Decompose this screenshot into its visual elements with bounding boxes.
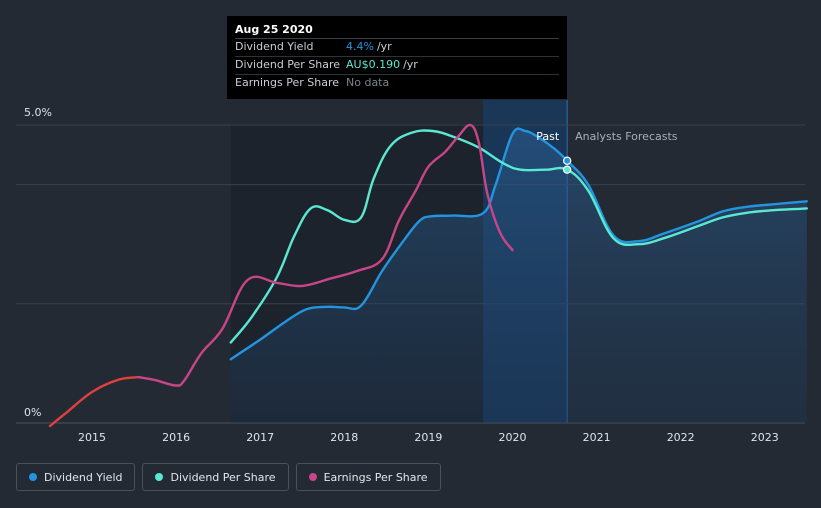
tooltip-value: AU$0.190 <box>346 58 401 71</box>
x-tick-label: 2018 <box>330 431 358 444</box>
tooltip-label: Dividend Yield <box>235 40 314 53</box>
x-tick-label: 2020 <box>499 431 527 444</box>
x-tick-label: 2017 <box>246 431 274 444</box>
forecast-label: Analysts Forecasts <box>575 130 678 143</box>
x-tick-label: 2022 <box>667 431 695 444</box>
earnings-per-share-line <box>137 123 514 387</box>
legend-item-dividend-per-share[interactable]: Dividend Per Share <box>142 463 289 491</box>
chart-legend: Dividend Yield Dividend Per Share Earnin… <box>16 463 441 491</box>
past-label: Past <box>536 130 560 143</box>
earnings-per-share-line-early <box>48 375 140 428</box>
x-tick-label: 2019 <box>414 431 442 444</box>
x-tick-label: 2021 <box>583 431 611 444</box>
dividend-yield-marker <box>562 156 572 165</box>
tooltip-value: 4.4% <box>346 40 374 53</box>
chart-tooltip: Aug 25 2020 Dividend Yield 4.4% /yr Divi… <box>227 16 567 99</box>
tooltip-row-dividend-yield: Dividend Yield 4.4% /yr <box>235 39 559 57</box>
tooltip-unit: /yr <box>403 58 418 71</box>
legend-item-dividend-yield[interactable]: Dividend Yield <box>16 463 136 491</box>
legend-dot-icon <box>29 473 37 481</box>
tooltip-row-dividend-per-share: Dividend Per Share AU$0.190 /yr <box>235 57 559 75</box>
x-tick-label: 2016 <box>162 431 190 444</box>
legend-label: Earnings Per Share <box>323 470 428 484</box>
dividend-yield-line <box>229 127 808 361</box>
x-tick-label: 2023 <box>751 431 779 444</box>
tooltip-date: Aug 25 2020 <box>235 16 559 39</box>
tooltip-unit: /yr <box>376 40 392 53</box>
legend-label: Dividend Yield <box>44 470 123 484</box>
legend-dot-icon <box>155 473 164 481</box>
y-tick-label: 5.0% <box>24 106 52 119</box>
tooltip-value: No data <box>346 76 390 89</box>
tooltip-row-earnings-per-share: Earnings Per Share No data <box>235 75 559 92</box>
legend-item-earnings-per-share[interactable]: Earnings Per Share <box>295 463 441 491</box>
y-tick-label: 0% <box>24 406 41 419</box>
tooltip-label: Dividend Per Share <box>235 58 341 71</box>
tooltip-label: Earnings Per Share <box>235 76 340 89</box>
x-tick-label: 2015 <box>78 431 106 444</box>
dividend-per-share-marker <box>562 165 572 174</box>
legend-dot-icon <box>308 473 317 481</box>
dividend-yield-area <box>230 128 807 424</box>
legend-label: Dividend Per Share <box>170 470 276 484</box>
